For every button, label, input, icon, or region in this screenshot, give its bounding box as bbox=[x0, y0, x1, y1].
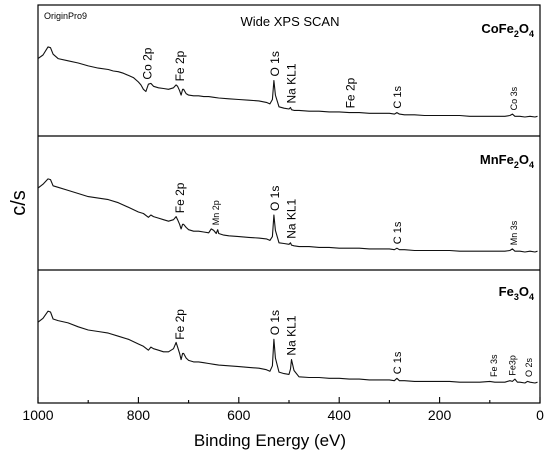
peak-label: Fe3p bbox=[508, 355, 518, 376]
sample-label-part: CoFe bbox=[481, 21, 514, 36]
sample-label-subscript: 4 bbox=[529, 292, 534, 302]
peak-label: Co 3s bbox=[509, 86, 519, 110]
chart-title: Wide XPS SCAN bbox=[241, 14, 340, 29]
x-tick-label: 1000 bbox=[22, 407, 53, 423]
spectrum-line-cofe bbox=[37, 46, 538, 118]
origin-watermark: OriginPro9 bbox=[44, 11, 87, 21]
x-tick-label: 800 bbox=[127, 407, 151, 423]
peak-label: Na KL1 bbox=[285, 63, 299, 103]
sample-label-subscript: 3 bbox=[514, 292, 519, 302]
peak-label: Mn 3s bbox=[509, 220, 519, 245]
peak-label: Fe 2p bbox=[173, 182, 187, 213]
sample-label-fe3o4: Fe3O4 bbox=[499, 284, 534, 302]
peak-label: C 1s bbox=[392, 85, 404, 108]
x-tick-label: 400 bbox=[328, 407, 352, 423]
peak-label: Fe 3s bbox=[489, 354, 499, 377]
sample-label-part: O bbox=[519, 152, 529, 167]
spectrum-line-mnfe bbox=[37, 178, 538, 253]
sample-label-subscript: 2 bbox=[514, 29, 519, 39]
spectra-layer bbox=[37, 46, 538, 384]
sample-label-part: Fe bbox=[499, 284, 514, 299]
sample-label-cofe: CoFe2O4 bbox=[481, 21, 534, 39]
peak-label: O 1s bbox=[268, 310, 282, 335]
sample-label-subscript: 4 bbox=[529, 29, 534, 39]
peak-label: Co 2p bbox=[141, 47, 155, 79]
peak-label: C 1s bbox=[392, 351, 404, 374]
sample-label-subscript: 4 bbox=[529, 160, 534, 170]
peak-label: C 1s bbox=[392, 221, 404, 244]
y-axis-label: c/s bbox=[8, 190, 30, 216]
sample-label-part: O bbox=[519, 284, 529, 299]
sample-label-mnfe: MnFe2O4 bbox=[480, 152, 534, 170]
sample-label-part: MnFe bbox=[480, 152, 514, 167]
x-axis-ticks: 1000 800 600 400 200 0 bbox=[22, 397, 544, 423]
peak-label: O 1s bbox=[268, 51, 282, 76]
spectrum-line-fe3o4 bbox=[37, 310, 538, 384]
peak-label: Na KL1 bbox=[285, 198, 299, 238]
peak-label: Fe 2p bbox=[343, 77, 357, 108]
peak-label: Fe 2p bbox=[173, 50, 187, 81]
peak-label: Fe 2p bbox=[173, 309, 187, 340]
x-tick-label: 600 bbox=[227, 407, 251, 423]
x-axis-label: Binding Energy (eV) bbox=[194, 431, 346, 450]
peak-label: O 1s bbox=[268, 186, 282, 211]
sample-label-subscript: 2 bbox=[514, 160, 519, 170]
peak-label: Na KL1 bbox=[285, 315, 299, 355]
peak-label: O 2s bbox=[524, 357, 534, 377]
x-tick-label: 200 bbox=[428, 407, 452, 423]
x-tick-label: 0 bbox=[536, 407, 544, 423]
peak-label: Mn 2p bbox=[211, 200, 221, 225]
sample-label-part: O bbox=[519, 21, 529, 36]
